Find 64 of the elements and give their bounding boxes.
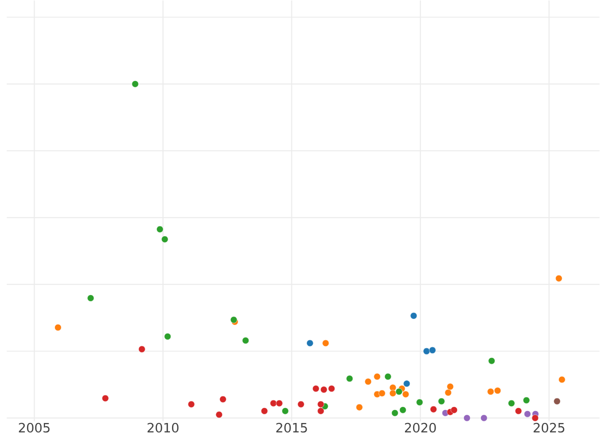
point bbox=[464, 414, 470, 422]
point bbox=[391, 410, 398, 416]
point bbox=[416, 398, 424, 406]
point bbox=[220, 396, 226, 403]
point bbox=[161, 236, 168, 243]
point bbox=[282, 408, 289, 414]
point bbox=[317, 400, 324, 408]
point bbox=[423, 348, 430, 355]
point bbox=[138, 346, 146, 353]
point bbox=[298, 400, 304, 408]
point bbox=[216, 411, 223, 418]
point bbox=[328, 385, 335, 392]
point bbox=[364, 378, 372, 386]
point bbox=[532, 414, 539, 422]
point bbox=[488, 358, 496, 364]
x-tick-label: 2025 bbox=[534, 422, 564, 433]
point bbox=[508, 400, 515, 407]
point bbox=[102, 394, 109, 402]
point bbox=[494, 387, 501, 394]
point bbox=[558, 376, 566, 384]
point bbox=[320, 386, 328, 394]
point bbox=[374, 373, 381, 380]
x-tick-label: 2005 bbox=[18, 422, 50, 433]
point bbox=[242, 337, 250, 344]
point bbox=[156, 226, 164, 233]
x-tick-label: 2015 bbox=[276, 422, 307, 433]
point bbox=[438, 398, 445, 405]
point bbox=[450, 406, 458, 414]
point bbox=[444, 389, 452, 396]
point bbox=[356, 404, 363, 411]
point bbox=[402, 390, 410, 398]
point bbox=[276, 400, 283, 407]
point bbox=[396, 388, 402, 396]
point bbox=[389, 390, 396, 397]
point bbox=[87, 294, 94, 302]
point bbox=[378, 390, 386, 397]
point bbox=[410, 312, 418, 320]
point bbox=[487, 388, 494, 396]
point bbox=[188, 400, 195, 408]
point bbox=[54, 324, 62, 331]
point bbox=[429, 346, 436, 354]
point bbox=[523, 396, 530, 404]
point bbox=[399, 406, 406, 414]
point bbox=[260, 408, 268, 414]
x-tick-label: 2010 bbox=[148, 422, 178, 433]
point bbox=[446, 383, 454, 390]
point bbox=[270, 400, 277, 407]
point bbox=[317, 408, 324, 414]
point bbox=[346, 375, 354, 382]
point bbox=[555, 275, 562, 282]
point bbox=[554, 398, 560, 405]
point bbox=[430, 406, 437, 413]
point bbox=[515, 408, 522, 414]
point bbox=[480, 414, 488, 422]
point bbox=[322, 340, 330, 347]
point bbox=[524, 410, 531, 418]
point bbox=[164, 333, 172, 340]
point bbox=[312, 385, 320, 392]
x-tick-label: 2020 bbox=[404, 422, 436, 433]
point bbox=[306, 340, 314, 347]
point bbox=[132, 80, 139, 88]
point bbox=[389, 384, 396, 392]
point bbox=[403, 380, 410, 388]
point bbox=[384, 373, 392, 380]
